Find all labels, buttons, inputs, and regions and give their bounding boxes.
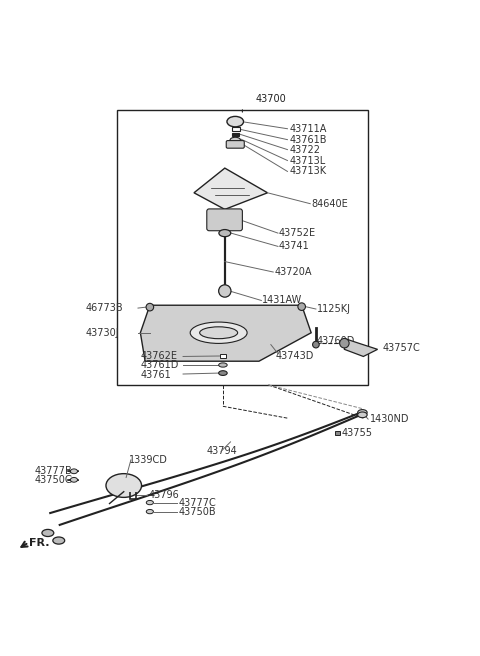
Polygon shape xyxy=(140,305,311,361)
Text: 43750G: 43750G xyxy=(35,475,73,485)
Ellipse shape xyxy=(53,537,65,544)
Text: 43711A: 43711A xyxy=(290,124,327,134)
Text: 1431AW: 1431AW xyxy=(262,295,302,306)
Circle shape xyxy=(219,285,231,297)
Text: 43722: 43722 xyxy=(290,144,321,155)
Circle shape xyxy=(312,341,319,348)
Text: 43743D: 43743D xyxy=(276,352,314,361)
Ellipse shape xyxy=(358,412,367,418)
Bar xyxy=(232,127,240,131)
Text: 43752E: 43752E xyxy=(279,228,316,238)
Text: 43757C: 43757C xyxy=(383,343,420,353)
Ellipse shape xyxy=(106,474,142,497)
Text: 43730J: 43730J xyxy=(86,328,120,338)
Ellipse shape xyxy=(219,363,227,367)
FancyBboxPatch shape xyxy=(226,140,244,148)
Text: 43761: 43761 xyxy=(140,371,171,380)
Text: 43761B: 43761B xyxy=(290,134,327,144)
Text: 46773B: 46773B xyxy=(86,303,123,313)
Text: 43720A: 43720A xyxy=(274,267,312,277)
Text: 43713K: 43713K xyxy=(290,167,327,176)
Bar xyxy=(232,133,239,136)
Ellipse shape xyxy=(42,529,54,537)
Polygon shape xyxy=(344,338,378,356)
Text: 1339CD: 1339CD xyxy=(129,455,168,465)
Text: FR.: FR. xyxy=(29,538,49,548)
Text: 43761D: 43761D xyxy=(140,360,179,370)
Text: 1125KJ: 1125KJ xyxy=(317,304,351,314)
Circle shape xyxy=(298,303,305,310)
Text: 43777B: 43777B xyxy=(35,466,73,476)
Text: 1430ND: 1430ND xyxy=(370,414,409,424)
Text: 43713L: 43713L xyxy=(290,155,326,165)
Ellipse shape xyxy=(200,327,238,338)
Text: 84640E: 84640E xyxy=(311,199,348,209)
Ellipse shape xyxy=(71,478,77,482)
Ellipse shape xyxy=(219,371,227,375)
Text: 43755: 43755 xyxy=(342,428,372,438)
Text: 43777C: 43777C xyxy=(179,498,216,508)
Text: 43760D: 43760D xyxy=(317,337,355,346)
Text: 43741: 43741 xyxy=(279,241,310,251)
Bar xyxy=(335,432,340,435)
Text: 43750B: 43750B xyxy=(179,506,216,517)
Ellipse shape xyxy=(230,137,240,143)
Ellipse shape xyxy=(190,322,247,344)
Ellipse shape xyxy=(146,501,154,504)
Ellipse shape xyxy=(71,469,77,474)
Circle shape xyxy=(146,303,154,311)
Text: 43700: 43700 xyxy=(255,94,286,104)
Polygon shape xyxy=(194,168,267,209)
Ellipse shape xyxy=(358,409,367,415)
Circle shape xyxy=(340,338,349,348)
Ellipse shape xyxy=(227,116,243,127)
Text: 43796: 43796 xyxy=(149,490,180,500)
Ellipse shape xyxy=(219,230,231,237)
FancyBboxPatch shape xyxy=(207,209,242,231)
Bar xyxy=(220,354,226,358)
Text: 43794: 43794 xyxy=(207,446,238,457)
Text: 43762E: 43762E xyxy=(140,352,178,361)
FancyBboxPatch shape xyxy=(117,110,368,385)
Ellipse shape xyxy=(146,510,154,514)
